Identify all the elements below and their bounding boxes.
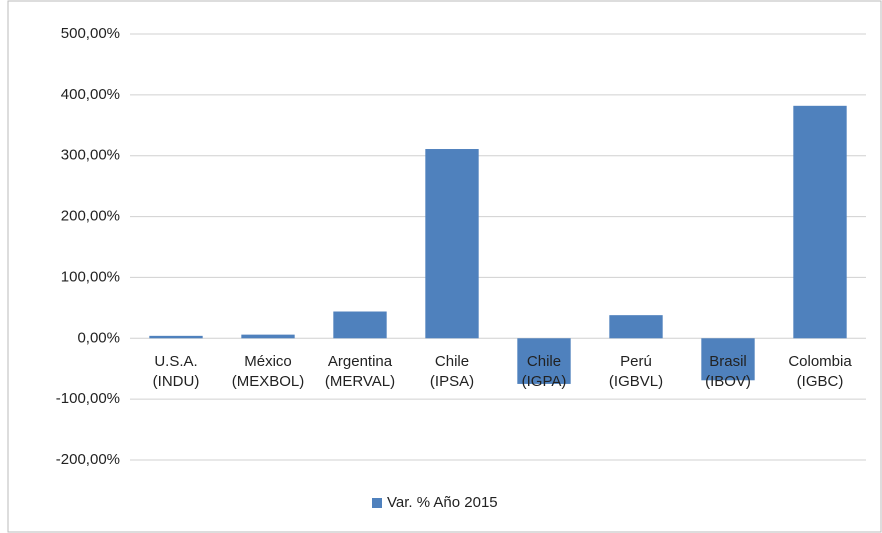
bar (241, 334, 295, 339)
y-tick-label: -100,00% (56, 390, 120, 407)
bar (333, 311, 387, 339)
legend-label: Var. % Año 2015 (387, 494, 498, 511)
bar (793, 105, 847, 339)
x-tick-label: Argentina (MERVAL) (324, 353, 396, 391)
x-tick-label: México (MEXBOL) (231, 353, 305, 391)
bar (701, 338, 755, 381)
y-tick-label: -200,00% (56, 451, 120, 468)
bar (149, 335, 203, 339)
bar (517, 338, 571, 384)
x-tick-label: Brasil (IBOV) (705, 353, 751, 391)
y-tick-label: 200,00% (61, 208, 120, 225)
y-tick-label: 0,00% (77, 329, 120, 346)
y-tick-label: 300,00% (61, 147, 120, 164)
x-tick-label: U.S.A. (INDU) (152, 353, 200, 391)
bar (425, 149, 479, 339)
legend-swatch (372, 498, 382, 508)
x-tick-label: Chile (IPSA) (429, 353, 475, 391)
x-tick-label: Perú (IGBVL) (608, 353, 664, 391)
y-tick-label: 500,00% (61, 25, 120, 42)
x-tick-label: Chile (IGPA) (521, 353, 567, 391)
x-tick-label: Colombia (IGBC) (788, 353, 852, 391)
y-tick-label: 400,00% (61, 86, 120, 103)
bar (609, 315, 663, 339)
y-tick-label: 100,00% (61, 268, 120, 285)
